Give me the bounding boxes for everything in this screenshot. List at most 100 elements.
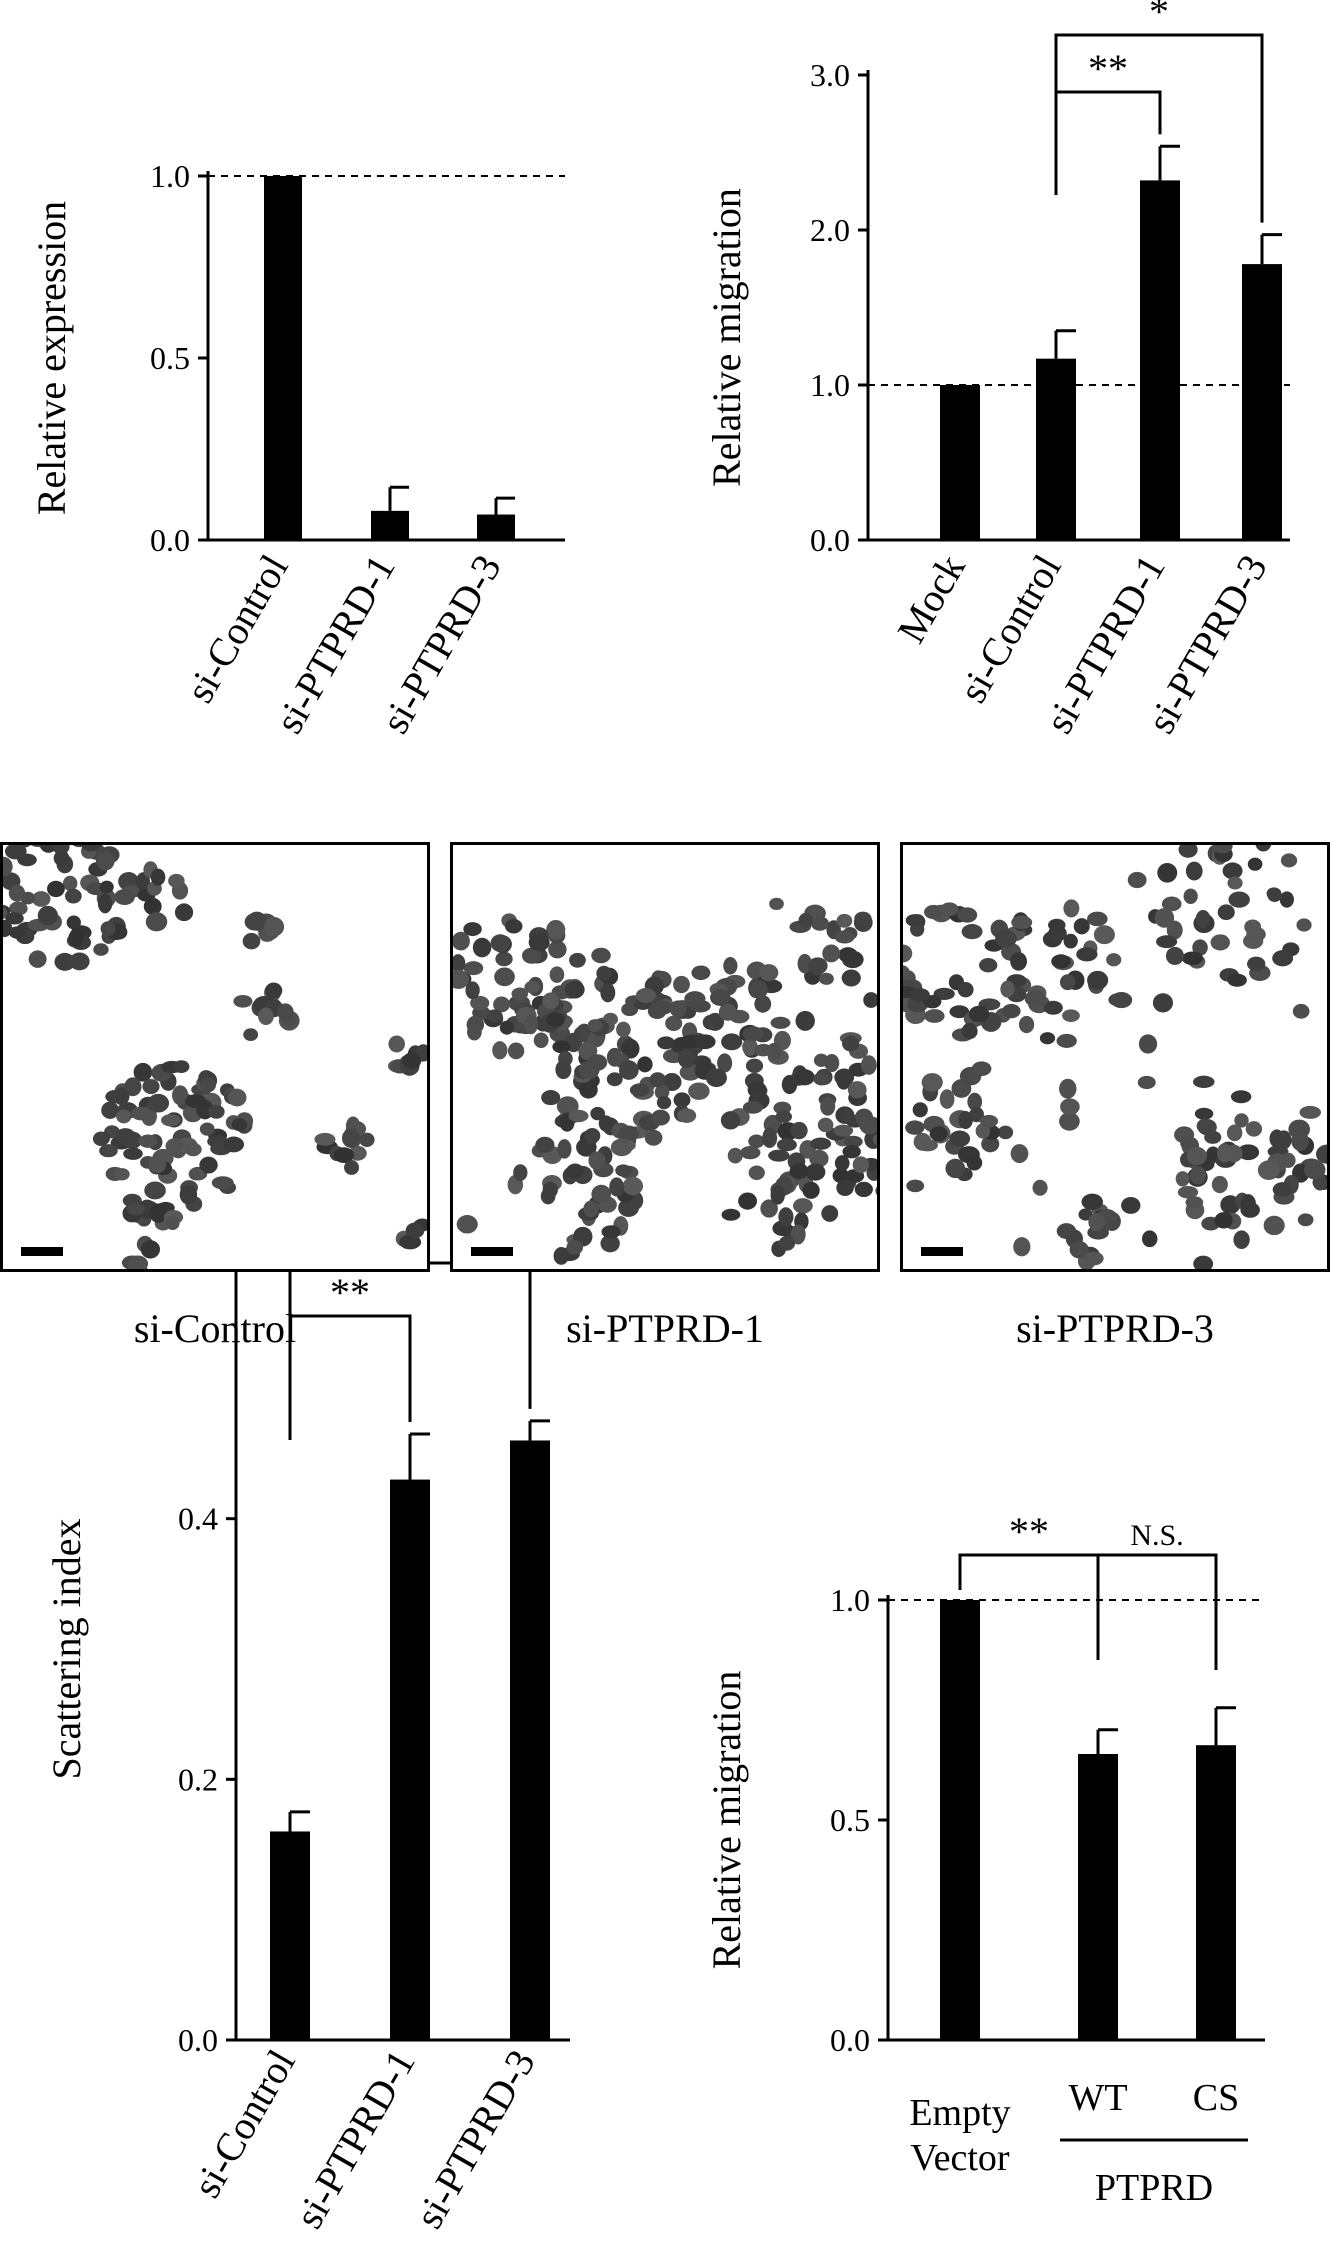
cell-nucleus — [822, 944, 841, 963]
cell-nucleus — [1166, 920, 1183, 940]
cell-nucleus — [1247, 956, 1266, 972]
cell-nucleus — [875, 1186, 877, 1195]
cell-nucleus — [591, 1184, 612, 1204]
y-tick-label: 3.0 — [810, 57, 850, 93]
cell-nucleus — [781, 1074, 798, 1095]
scale-bar — [471, 1247, 513, 1256]
micrograph-label: si-Control — [133, 1306, 297, 1351]
cell-nucleus — [1227, 973, 1247, 987]
cell-nucleus — [1002, 1003, 1021, 1019]
cell-nucleus — [114, 889, 135, 906]
cell-nucleus — [1292, 1003, 1310, 1019]
cell-nucleus — [564, 980, 585, 999]
cell-nucleus — [145, 912, 168, 932]
cell-nucleus — [903, 965, 910, 979]
cell-nucleus — [727, 1147, 743, 1164]
cell-nucleus — [131, 1106, 151, 1121]
y-tick-label: 0.0 — [830, 2022, 870, 2058]
cell-nucleus — [1192, 939, 1208, 956]
cell-nucleus — [584, 1128, 601, 1144]
cell-nucleus — [933, 987, 955, 1001]
cell-nucleus — [809, 1149, 829, 1168]
bar — [371, 510, 409, 540]
cell-nucleus — [672, 1036, 693, 1050]
cell-nucleus — [958, 1110, 973, 1130]
cell-nucleus — [665, 1015, 683, 1032]
cell-nucleus — [969, 1106, 984, 1123]
cell-nucleus — [657, 1036, 675, 1050]
cell-nucleus — [486, 1009, 503, 1023]
cell-nucleus — [1110, 992, 1133, 1009]
cell-nucleus — [842, 1144, 861, 1159]
cell-nucleus — [1280, 853, 1298, 868]
cell-nucleus — [95, 851, 115, 871]
cell-nucleus — [778, 1207, 794, 1227]
cell-nucleus — [494, 967, 515, 987]
cell-nucleus — [649, 1072, 666, 1088]
cell-nucleus — [97, 893, 113, 914]
cell-nucleus — [52, 845, 70, 855]
cell-nucleus — [824, 1054, 840, 1072]
cell-nucleus — [921, 1073, 943, 1092]
cell-nucleus — [616, 1021, 631, 1038]
cell-image — [3, 845, 427, 1269]
cell-nucleus — [1255, 845, 1272, 852]
cell-nucleus — [1296, 918, 1312, 932]
cell-nucleus — [673, 1092, 691, 1108]
cell-nucleus — [1073, 918, 1090, 935]
cell-nucleus — [1288, 1119, 1311, 1140]
significance-label: ** — [1009, 1509, 1049, 1554]
cell-nucleus — [618, 1060, 639, 1080]
cell-nucleus — [1226, 1124, 1243, 1142]
cell-nucleus — [344, 1160, 360, 1175]
cell-nucleus — [28, 950, 47, 968]
cell-nucleus — [533, 1032, 549, 1048]
cell-nucleus — [789, 1163, 809, 1180]
cell-nucleus — [861, 1055, 877, 1075]
cell-nucleus — [1059, 1078, 1077, 1099]
cell-nucleus — [912, 1102, 928, 1118]
cell-nucleus — [1165, 946, 1184, 965]
cell-nucleus — [1316, 1144, 1327, 1164]
cell-nucleus — [113, 1087, 130, 1106]
cell-nucleus — [1214, 1212, 1233, 1229]
cell-nucleus — [165, 1138, 185, 1154]
cell-nucleus — [820, 1097, 836, 1116]
cell-nucleus — [546, 1012, 565, 1028]
cell-nucleus — [1141, 1230, 1158, 1248]
cell-nucleus — [1222, 862, 1243, 880]
cell-nucleus — [184, 1142, 202, 1157]
cell-nucleus — [333, 1147, 355, 1163]
cell-nucleus — [1227, 876, 1243, 890]
cell-nucleus — [211, 1176, 234, 1190]
cell-nucleus — [1263, 1215, 1285, 1236]
cell-nucleus — [810, 1137, 832, 1150]
cell-nucleus — [93, 943, 109, 956]
cell-nucleus — [470, 995, 490, 1011]
cell-nucleus — [759, 964, 779, 982]
cell-nucleus — [1048, 918, 1066, 932]
cell-nucleus — [924, 904, 944, 920]
cell-nucleus — [949, 1005, 970, 1019]
cell-nucleus — [258, 1007, 274, 1026]
cell-nucleus — [8, 926, 25, 939]
cell-nucleus — [1193, 1255, 1214, 1269]
cell-nucleus — [3, 856, 13, 877]
cell-nucleus — [1244, 919, 1262, 935]
cell-nucleus — [149, 1203, 168, 1224]
cell-nucleus — [265, 982, 283, 999]
cell-image — [903, 845, 1327, 1269]
cell-nucleus — [199, 1156, 218, 1174]
cell-nucleus — [1247, 857, 1263, 871]
cell-nucleus — [463, 961, 484, 976]
cell-nucleus — [805, 1163, 826, 1181]
cell-nucleus — [1216, 1143, 1232, 1163]
cell-nucleus — [1272, 950, 1294, 967]
cell-nucleus — [600, 1234, 620, 1253]
cell-nucleus — [971, 1061, 992, 1077]
cell-nucleus — [961, 924, 983, 940]
cell-nucleus — [615, 1164, 632, 1177]
cell-nucleus — [1230, 1090, 1252, 1104]
bar — [1196, 1745, 1236, 2040]
